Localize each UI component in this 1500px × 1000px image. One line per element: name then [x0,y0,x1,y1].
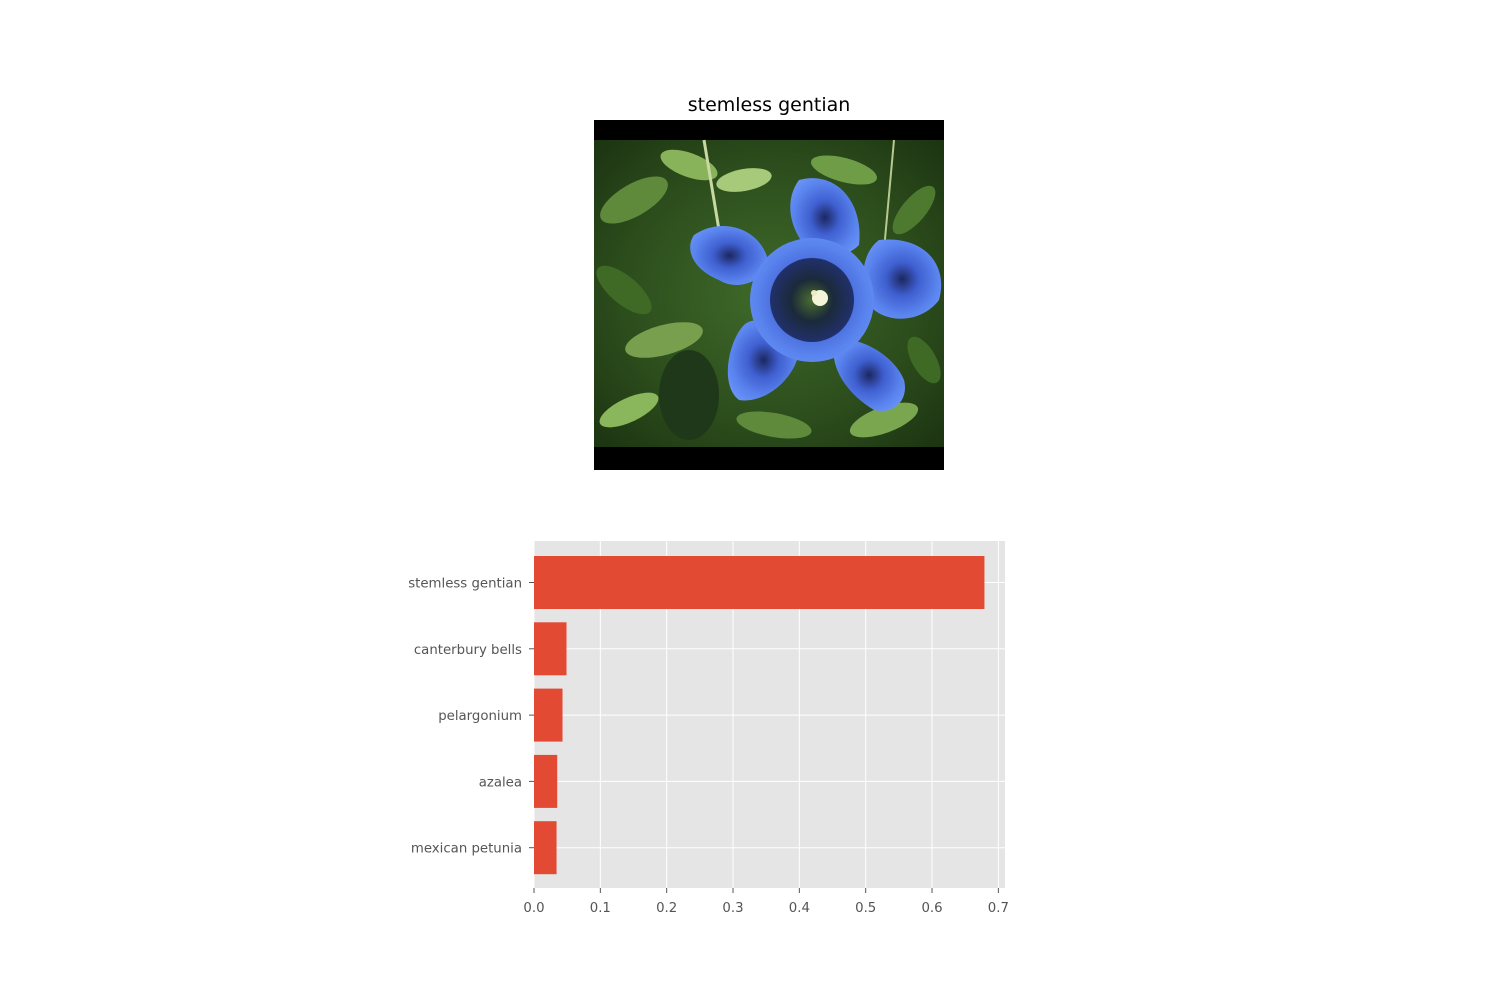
bar-canterbury-bells [534,622,567,676]
x-tick-label: 0.7 [988,901,1009,916]
bar-pelargonium [534,688,563,742]
x-tick-label: 0.0 [523,901,544,916]
y-tick-label: pelargonium [438,709,522,724]
y-axis-ticks: stemless gentian canterbury bells pelargon… [408,577,534,857]
x-tick-label: 0.5 [855,901,876,916]
x-tick-label: 0.3 [722,901,743,916]
flower-photo-illustration [594,120,944,470]
bars [534,556,985,875]
y-tick-label: canterbury bells [414,643,522,658]
y-tick-label: stemless gentian [408,577,522,592]
gentian-flower [690,178,942,411]
bar-azalea [534,754,558,808]
bar-stemless-gentian [534,556,985,609]
x-tick-label: 0.1 [590,901,611,916]
x-tick-label: 0.6 [921,901,942,916]
y-tick-label: mexican petunia [411,842,522,857]
foliage-leaves [596,139,941,440]
image-title: stemless gentian [687,94,851,116]
bar-mexican-petunia [534,821,557,875]
x-axis-ticks: 0.0 0.1 0.2 0.3 0.4 0.5 0.6 0.7 [523,888,1009,916]
flower-photo [594,120,944,470]
x-tick-label: 0.2 [656,901,677,916]
x-tick-label: 0.4 [789,901,810,916]
y-tick-label: azalea [479,775,522,790]
